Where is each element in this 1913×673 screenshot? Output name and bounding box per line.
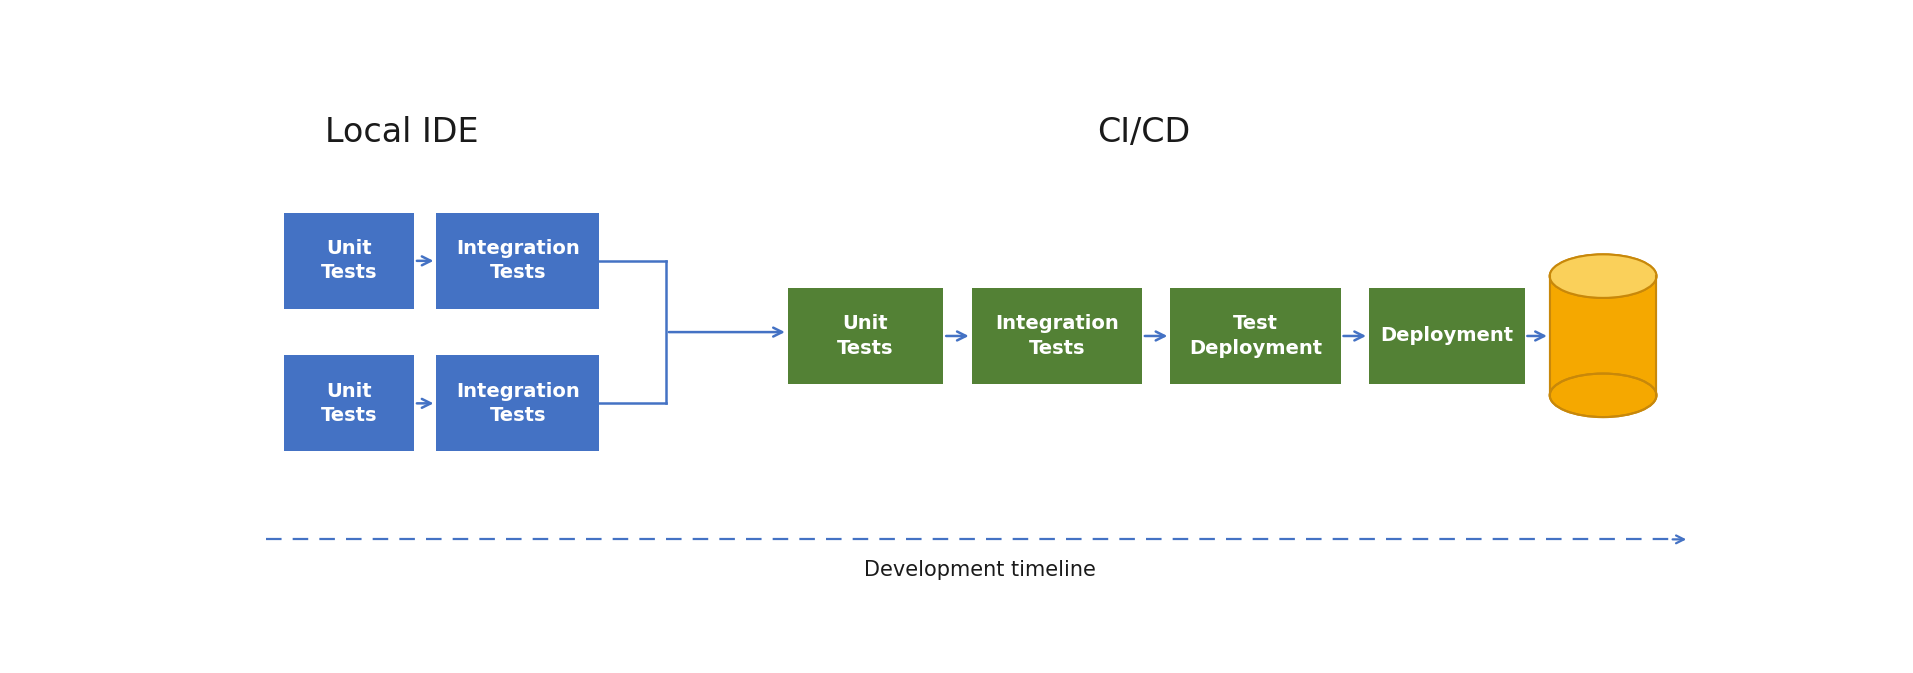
Ellipse shape xyxy=(1550,254,1657,298)
FancyBboxPatch shape xyxy=(1171,288,1341,384)
Text: Unit
Tests: Unit Tests xyxy=(321,382,377,425)
Text: Deployment: Deployment xyxy=(1379,326,1513,345)
Bar xyxy=(1550,276,1657,395)
Text: Integration
Tests: Integration Tests xyxy=(455,239,580,283)
FancyBboxPatch shape xyxy=(283,213,413,309)
Text: Unit
Tests: Unit Tests xyxy=(838,314,893,357)
Ellipse shape xyxy=(1550,254,1657,298)
FancyBboxPatch shape xyxy=(1370,288,1525,384)
Text: Integration
Tests: Integration Tests xyxy=(995,314,1119,357)
Ellipse shape xyxy=(1550,374,1657,417)
Text: Local IDE: Local IDE xyxy=(325,116,478,149)
Text: Integration
Tests: Integration Tests xyxy=(455,382,580,425)
Text: Test
Deployment: Test Deployment xyxy=(1188,314,1322,357)
FancyBboxPatch shape xyxy=(788,288,943,384)
Text: Development timeline: Development timeline xyxy=(865,561,1096,581)
FancyBboxPatch shape xyxy=(283,355,413,452)
Bar xyxy=(1551,276,1655,395)
FancyBboxPatch shape xyxy=(972,288,1142,384)
FancyBboxPatch shape xyxy=(436,213,599,309)
Text: Unit
Tests: Unit Tests xyxy=(321,239,377,283)
FancyBboxPatch shape xyxy=(436,355,599,452)
Text: CI/CD: CI/CD xyxy=(1096,116,1190,149)
